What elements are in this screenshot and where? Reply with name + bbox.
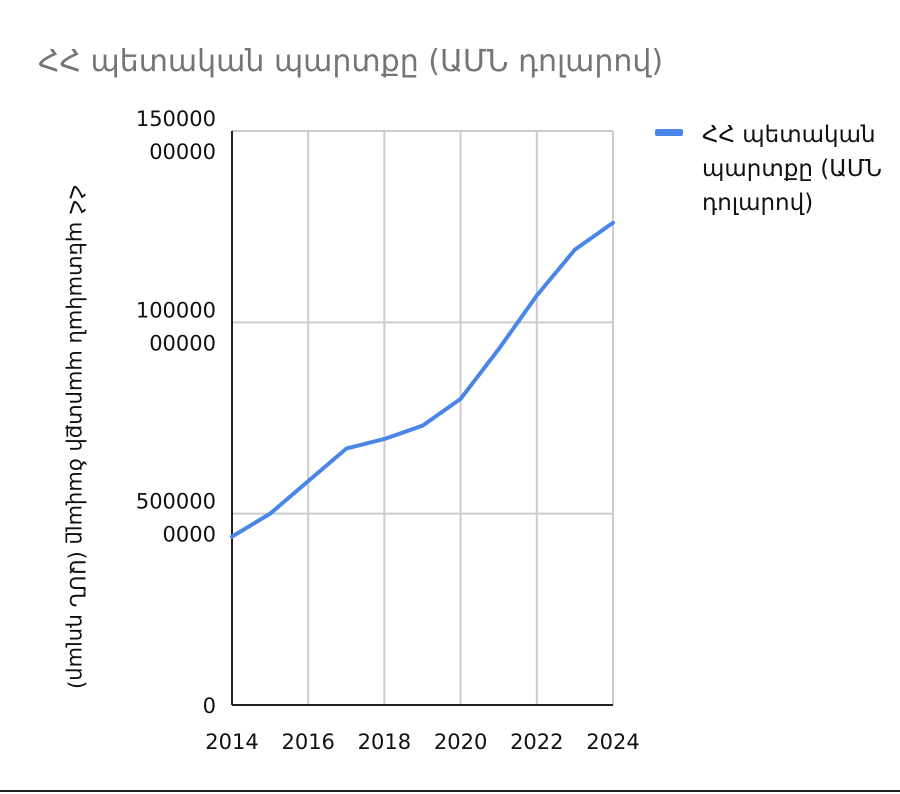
y-tick-label: 100000 00000 (136, 298, 216, 355)
y-tick-label: 500000 0000 (136, 490, 216, 547)
chart-title: ՀՀ պետական պարտքը (ԱՄՆ դոլարով) (38, 44, 664, 79)
y-tick-label: 150000 00000 (136, 107, 216, 164)
legend-label: ՀՀ պետական պարտքը (ԱՄՆ դոլարով) (702, 122, 882, 216)
legend-swatch (655, 129, 683, 136)
x-tick-label: 2018 (358, 730, 411, 754)
x-tick-label: 2024 (586, 730, 639, 754)
tick-labels: 0 500000 0000 100000 00000 150000 00000 2014 201… (136, 107, 640, 754)
x-tick-label: 2022 (510, 730, 563, 754)
x-tick-label: 2020 (434, 730, 487, 754)
y-tick-label: 0 (203, 694, 216, 718)
x-tick-label: 2016 (281, 730, 334, 754)
grid (232, 130, 614, 705)
axes (231, 131, 613, 706)
series-layer (230, 220, 615, 539)
y-axis-title: ՀՀ պետական պարտքի ծավալը (ԱՄՆ դոլար) (65, 185, 89, 689)
x-tick-label: 2014 (205, 730, 258, 754)
series-line (230, 220, 615, 539)
bottom-divider (0, 790, 900, 792)
